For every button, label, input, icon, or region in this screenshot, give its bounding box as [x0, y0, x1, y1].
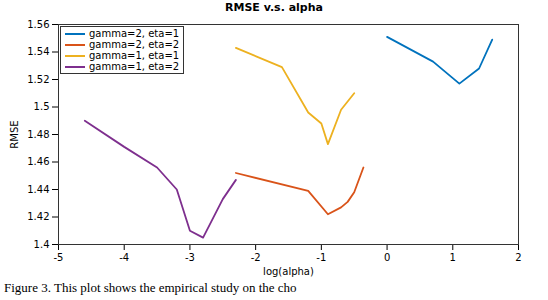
svg-text:0: 0 — [384, 252, 390, 263]
svg-text:1: 1 — [450, 252, 456, 263]
html-text:gamma=1, eta=1: gamma=1, eta=1 — [89, 50, 180, 61]
svg-text:1.54: 1.54 — [27, 46, 49, 57]
svg-text:1.46: 1.46 — [27, 156, 49, 167]
html-text:RMSE v.s. alpha: RMSE v.s. alpha — [225, 1, 323, 14]
html-text:gamma=2, eta=1: gamma=2, eta=1 — [89, 28, 180, 39]
html-text:Figure 3. This plot shows the: Figure 3. This plot shows the empirical … — [4, 280, 297, 295]
svg-text:1.48: 1.48 — [27, 129, 49, 140]
html-text:gamma=1, eta=2: gamma=1, eta=2 — [89, 61, 180, 72]
svg-text:log(alpha): log(alpha) — [263, 266, 314, 277]
svg-text:-4: -4 — [119, 252, 129, 263]
svg-text:1.4: 1.4 — [34, 239, 50, 250]
svg-text:-2: -2 — [251, 252, 261, 263]
svg-text:1.42: 1.42 — [27, 211, 49, 222]
svg-text:1.5: 1.5 — [34, 101, 50, 112]
html-text:gamma=2, eta=2: gamma=2, eta=2 — [89, 39, 180, 50]
svg-text:2: 2 — [515, 252, 521, 263]
svg-text:-5: -5 — [54, 252, 64, 263]
svg-text:-1: -1 — [316, 252, 326, 263]
svg-text:1.44: 1.44 — [27, 184, 49, 195]
svg-text:RMSE: RMSE — [9, 120, 20, 148]
svg-text:-3: -3 — [185, 252, 195, 263]
svg-text:1.56: 1.56 — [27, 19, 49, 30]
svg-text:1.52: 1.52 — [27, 74, 49, 85]
